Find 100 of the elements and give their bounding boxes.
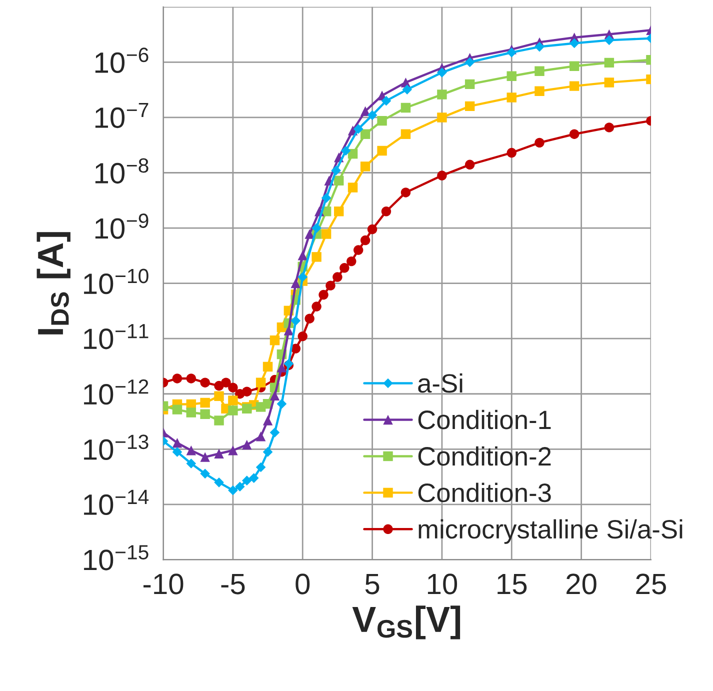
x-tick-label: 10 <box>428 574 458 594</box>
point <box>256 432 266 442</box>
point <box>348 182 358 192</box>
point <box>276 398 287 409</box>
point <box>321 229 332 239</box>
point <box>506 48 517 58</box>
point <box>228 382 238 392</box>
point <box>464 101 475 112</box>
point <box>367 224 378 234</box>
y-axis-title: I$_{DS}$ [A] <box>36 232 70 334</box>
point <box>360 162 370 172</box>
point <box>604 35 614 46</box>
point <box>228 396 238 406</box>
point <box>200 378 210 388</box>
y-tick-label: 10$^{−10}$ <box>84 268 148 294</box>
point <box>437 68 447 78</box>
point <box>321 193 332 203</box>
point <box>290 316 301 326</box>
point <box>186 446 196 456</box>
y-tick-label: 10$^{−8}$ <box>95 158 148 184</box>
point <box>604 58 614 68</box>
point <box>298 250 308 260</box>
point <box>604 78 614 88</box>
point <box>437 90 447 100</box>
point <box>377 116 387 126</box>
y-tick-label: 10$^{−9}$ <box>95 214 148 239</box>
point <box>298 331 308 342</box>
point <box>270 335 280 346</box>
point <box>172 438 182 448</box>
point <box>262 447 273 457</box>
x-tick-label: 15 <box>498 574 527 594</box>
point <box>340 146 351 156</box>
point <box>172 374 182 384</box>
point <box>534 66 544 76</box>
point <box>367 110 378 120</box>
point <box>604 122 614 132</box>
point <box>569 129 580 139</box>
point <box>334 206 344 216</box>
point <box>248 473 259 483</box>
point <box>290 278 301 288</box>
point <box>464 160 475 170</box>
y-tick-label: 10$^{−11}$ <box>84 324 148 350</box>
point <box>353 245 364 255</box>
point <box>326 280 336 290</box>
y-tick-label: 10$^{−15}$ <box>84 545 148 570</box>
point <box>340 263 350 273</box>
point <box>506 71 516 81</box>
point <box>242 440 252 450</box>
point <box>221 378 231 388</box>
point <box>360 129 370 139</box>
point <box>200 398 210 408</box>
legend-label: microcrystalline Si/a-Si <box>418 519 682 544</box>
point <box>214 478 224 488</box>
legend-label: Condition-2 <box>418 446 551 466</box>
legend-label: a-Si <box>418 373 462 393</box>
y-tick-label: 10$^{−14}$ <box>84 490 149 516</box>
y-tick-label: 10$^{−6}$ <box>95 48 148 74</box>
point <box>304 229 314 239</box>
point <box>569 38 580 48</box>
point <box>312 302 322 312</box>
point <box>186 408 196 418</box>
point <box>228 485 238 496</box>
x-tick-label: 5 <box>365 574 380 594</box>
y-tick-label: 10$^{−7}$ <box>95 102 148 128</box>
point <box>534 42 544 52</box>
point <box>256 378 266 388</box>
point <box>506 92 516 102</box>
point <box>262 416 273 426</box>
point <box>304 314 314 324</box>
point <box>270 390 280 400</box>
point <box>200 468 210 479</box>
x-tick-label: 0 <box>296 574 310 594</box>
point <box>284 326 294 336</box>
point <box>214 391 224 401</box>
point <box>312 223 322 233</box>
point <box>464 79 475 90</box>
point <box>235 482 245 492</box>
point <box>262 362 273 372</box>
point <box>360 106 370 116</box>
point <box>569 61 580 71</box>
point <box>186 374 196 384</box>
point <box>256 462 266 472</box>
point <box>228 446 238 456</box>
point <box>186 458 196 468</box>
point <box>200 452 210 462</box>
point <box>214 448 224 458</box>
point <box>298 272 308 282</box>
y-tick-label: 10$^{−12}$ <box>84 379 148 405</box>
x-axis-title: V$_{GS}$[V] <box>352 606 460 640</box>
point <box>400 102 411 113</box>
legend-label: Condition-1 <box>418 410 551 430</box>
point <box>318 290 328 300</box>
point <box>534 86 544 96</box>
point <box>331 166 341 176</box>
point <box>332 272 342 282</box>
point <box>381 206 392 216</box>
point <box>334 176 344 186</box>
x-tick-label: -5 <box>221 574 245 594</box>
point <box>172 447 182 457</box>
point <box>569 81 580 91</box>
